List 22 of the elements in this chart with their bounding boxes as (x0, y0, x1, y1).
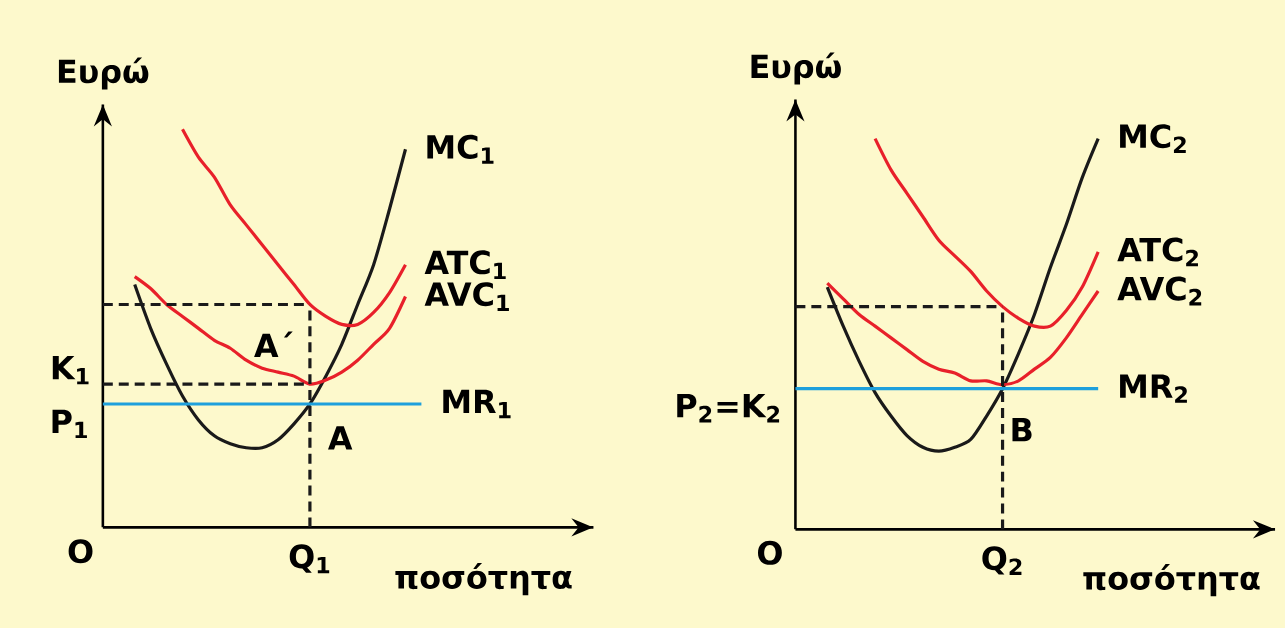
text: O (68, 539, 93, 564)
y-axis-title: Ευρώ (751, 52, 841, 85)
series-label: MC$_{1}$ (427, 134, 494, 164)
series-label: AVC$_{2}$ (1117, 276, 1202, 306)
text: Q$_{2}$ (982, 546, 1022, 576)
text: Q$_{1}$ (289, 544, 330, 574)
annotation: A΄ (254, 331, 293, 358)
series-label: MC$_{2}$ (1120, 124, 1186, 154)
series-label: ATC$_{2}$ (1117, 237, 1198, 267)
text: O (757, 540, 782, 565)
ref-line-label: K$_{1}$ (52, 356, 89, 385)
y-axis-title: Ευρώ (58, 57, 149, 90)
series-label: ATC$_{1}$ (424, 250, 506, 280)
series-label: MR$_{2}$ (1120, 374, 1187, 403)
x-axis-title: ποσότητα (395, 563, 572, 596)
text: P$_{1}$ (52, 409, 87, 439)
x-axis-title: ποσότητα (1083, 564, 1260, 597)
series-label: MR$_{1}$ (443, 389, 511, 419)
annotation: B (1012, 418, 1032, 442)
series-label: AVC$_{1}$ (424, 282, 509, 311)
text: P$_{2}$=K$_{2}$ (677, 394, 780, 423)
annotation: A (328, 426, 353, 450)
